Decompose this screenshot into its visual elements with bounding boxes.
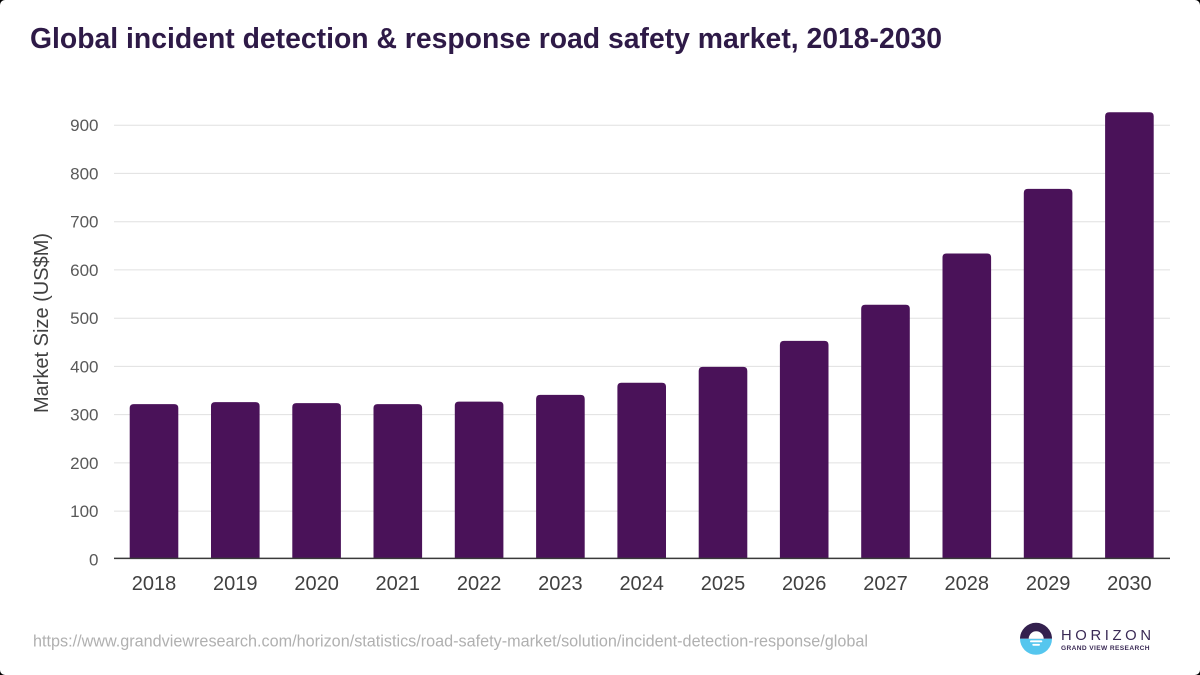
svg-text:2025: 2025	[701, 573, 746, 595]
svg-text:600: 600	[70, 261, 98, 280]
svg-text:2029: 2029	[1026, 573, 1071, 595]
svg-text:Global incident detection & re: Global incident detection & response roa…	[30, 23, 942, 55]
svg-text:700: 700	[70, 213, 98, 232]
svg-text:200: 200	[70, 454, 98, 473]
svg-text:2030: 2030	[1107, 573, 1152, 595]
svg-text:500: 500	[70, 309, 98, 328]
svg-text:2018: 2018	[132, 573, 177, 595]
svg-text:300: 300	[70, 406, 98, 425]
svg-text:HORIZON: HORIZON	[1061, 628, 1151, 644]
svg-text:2026: 2026	[782, 573, 827, 595]
svg-text:2021: 2021	[376, 573, 421, 595]
svg-text:400: 400	[70, 357, 98, 376]
svg-text:2027: 2027	[863, 573, 908, 595]
svg-text:2024: 2024	[619, 573, 664, 595]
svg-text:2023: 2023	[538, 573, 583, 595]
svg-text:100: 100	[70, 502, 98, 521]
svg-text:2028: 2028	[945, 573, 990, 595]
svg-text:https://www.grandviewresearch.: https://www.grandviewresearch.com/horizo…	[33, 633, 868, 651]
svg-text:Market Size (US$M): Market Size (US$M)	[31, 233, 53, 413]
svg-text:800: 800	[70, 164, 98, 183]
svg-text:2019: 2019	[213, 573, 258, 595]
svg-text:900: 900	[70, 116, 98, 135]
svg-text:2022: 2022	[457, 573, 502, 595]
svg-text:0: 0	[89, 550, 98, 569]
svg-text:GRAND VIEW RESEARCH: GRAND VIEW RESEARCH	[1061, 645, 1150, 652]
svg-text:2020: 2020	[294, 573, 339, 595]
